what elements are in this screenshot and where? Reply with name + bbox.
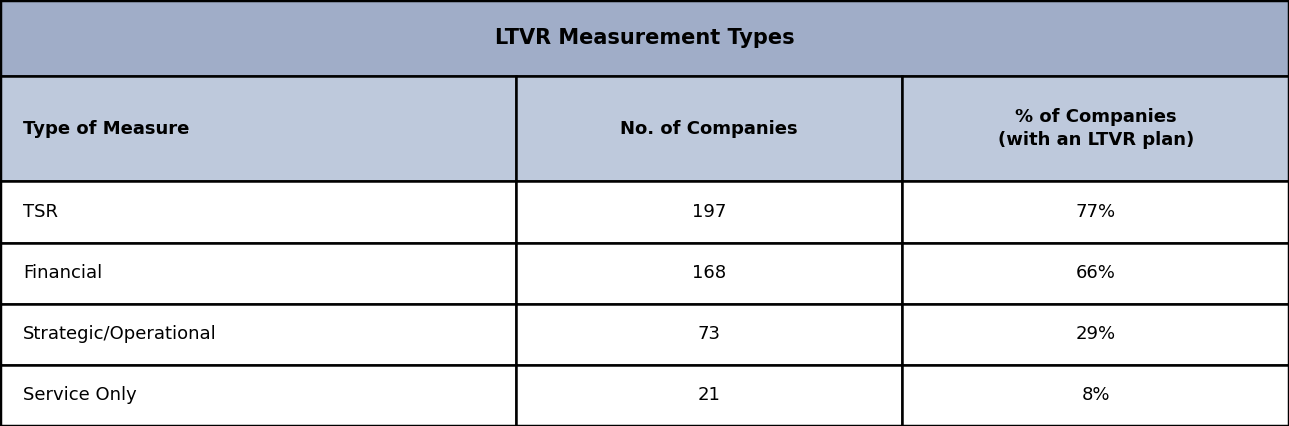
- Bar: [516, 242, 902, 304]
- Bar: [902, 242, 1289, 304]
- Bar: [0, 181, 516, 242]
- Text: 77%: 77%: [1075, 203, 1116, 221]
- Text: 8%: 8%: [1081, 386, 1110, 404]
- Bar: [902, 76, 1289, 181]
- Text: Type of Measure: Type of Measure: [23, 120, 189, 138]
- Text: No. of Companies: No. of Companies: [620, 120, 798, 138]
- Text: 197: 197: [692, 203, 726, 221]
- Text: 21: 21: [697, 386, 721, 404]
- Bar: [0, 304, 516, 365]
- Bar: [0, 0, 1289, 76]
- Text: % of Companies
(with an LTVR plan): % of Companies (with an LTVR plan): [998, 108, 1194, 149]
- Text: 73: 73: [697, 325, 721, 343]
- Text: Financial: Financial: [23, 264, 102, 282]
- Text: Strategic/Operational: Strategic/Operational: [23, 325, 217, 343]
- Text: TSR: TSR: [23, 203, 58, 221]
- Bar: [516, 365, 902, 426]
- Bar: [902, 304, 1289, 365]
- Text: 66%: 66%: [1076, 264, 1115, 282]
- Bar: [0, 242, 516, 304]
- Text: LTVR Measurement Types: LTVR Measurement Types: [495, 28, 794, 48]
- Bar: [516, 181, 902, 242]
- Bar: [0, 76, 516, 181]
- Bar: [0, 365, 516, 426]
- Text: 168: 168: [692, 264, 726, 282]
- Bar: [516, 304, 902, 365]
- Text: Service Only: Service Only: [23, 386, 137, 404]
- Text: 29%: 29%: [1075, 325, 1116, 343]
- Bar: [516, 76, 902, 181]
- Bar: [902, 365, 1289, 426]
- Bar: [902, 181, 1289, 242]
